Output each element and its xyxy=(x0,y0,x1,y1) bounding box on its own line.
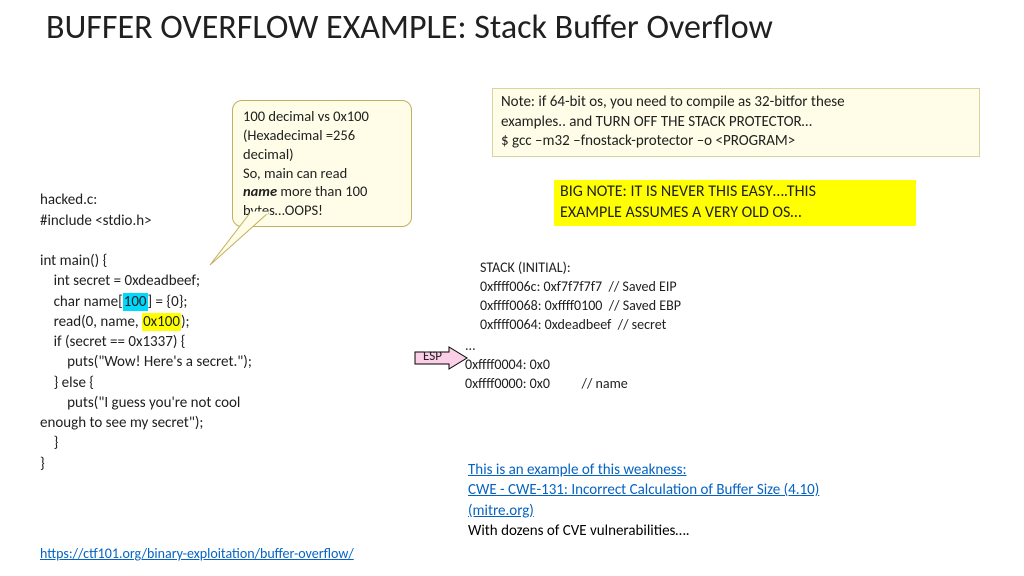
cwe-link1[interactable]: CWE - CWE-131: Incorrect Calculation of … xyxy=(468,481,819,499)
code-close2: } xyxy=(40,455,45,473)
code-name-b: ] = {0}; xyxy=(148,293,188,311)
esp-label: ESP xyxy=(423,349,442,364)
callout-line1: 100 decimal vs 0x100 xyxy=(243,107,369,125)
cwe-block: This is an example of this weakness: CWE… xyxy=(468,460,998,541)
note-64bit-line3: $ gcc –m32 –fnostack-protector –o <PROGR… xyxy=(501,132,795,150)
callout-line3: decimal) xyxy=(243,145,294,163)
callout-line4: So, main can read xyxy=(243,164,347,182)
big-note-line1: BIG NOTE: IT IS NEVER THIS EASY….THIS xyxy=(560,182,816,201)
note-64bit-line1: Note: if 64-bit os, you need to compile … xyxy=(501,93,845,111)
callout-line5a: more than 100 xyxy=(277,182,367,200)
code-read-b: ); xyxy=(181,313,190,331)
code-puts2a: puts("I guess you're not cool xyxy=(40,394,240,412)
stack-header: STACK (INITIAL): xyxy=(480,259,571,276)
code-close1: } xyxy=(40,434,58,452)
page-title: BUFFER OVERFLOW EXAMPLE: Stack Buffer Ov… xyxy=(46,8,773,47)
callout-bubble: 100 decimal vs 0x100 (Hexadecimal =256 d… xyxy=(232,100,412,227)
code-puts1: puts("Wow! Here's a secret."); xyxy=(40,353,252,371)
footer-link[interactable]: https://ctf101.org/binary-exploitation/b… xyxy=(40,545,354,562)
code-name-a: char name[ xyxy=(40,293,123,311)
stack-r5: 0xffff0000: 0x0 // name xyxy=(465,375,628,392)
code-secret: int secret = 0xdeadbeef; xyxy=(40,272,200,290)
stack-block2: ... 0xffff0004: 0x0 0xffff0000: 0x0 // n… xyxy=(465,318,628,394)
callout-line2: (Hexadecimal =256 xyxy=(243,126,355,144)
stack-r1: 0xffff006c: 0xf7f7f7f7 // Saved EIP xyxy=(480,278,677,295)
code-else: } else { xyxy=(40,374,94,392)
stack-r4: 0xffff0004: 0x0 xyxy=(465,356,550,373)
note-64bit: Note: if 64-bit os, you need to compile … xyxy=(492,88,980,157)
cwe-intro[interactable]: This is an example of this weakness: xyxy=(468,461,687,479)
code-file: hacked.c: xyxy=(40,191,97,209)
note-64bit-line2: examples.. and TURN OFF THE STACK PROTEC… xyxy=(501,113,812,131)
big-note-line2: EXAMPLE ASSUMES A VERY OLD OS… xyxy=(560,203,801,222)
code-read-0x100: 0x100 xyxy=(142,313,181,331)
code-read-a: read(0, name, xyxy=(40,313,142,331)
cwe-tail: With dozens of CVE vulnerabilities…. xyxy=(468,522,690,540)
code-puts2b: enough to see my secret"); xyxy=(40,414,203,432)
stack-r2: 0xffff0068: 0xffff0100 // Saved EBP xyxy=(480,297,681,314)
code-include: #include <stdio.h> xyxy=(40,212,152,230)
code-main-open: int main() { xyxy=(40,252,107,270)
code-name-100: 100 xyxy=(123,293,148,311)
code-block: hacked.c: #include <stdio.h> int main() … xyxy=(40,170,252,474)
esp-arrow: ESP xyxy=(413,346,469,375)
cwe-link2[interactable]: (mitre.org) xyxy=(468,502,534,520)
code-if: if (secret == 0x1337) { xyxy=(40,333,186,351)
big-note: BIG NOTE: IT IS NEVER THIS EASY….THIS EX… xyxy=(554,180,916,226)
footer-link-wrap: https://ctf101.org/binary-exploitation/b… xyxy=(40,545,354,562)
